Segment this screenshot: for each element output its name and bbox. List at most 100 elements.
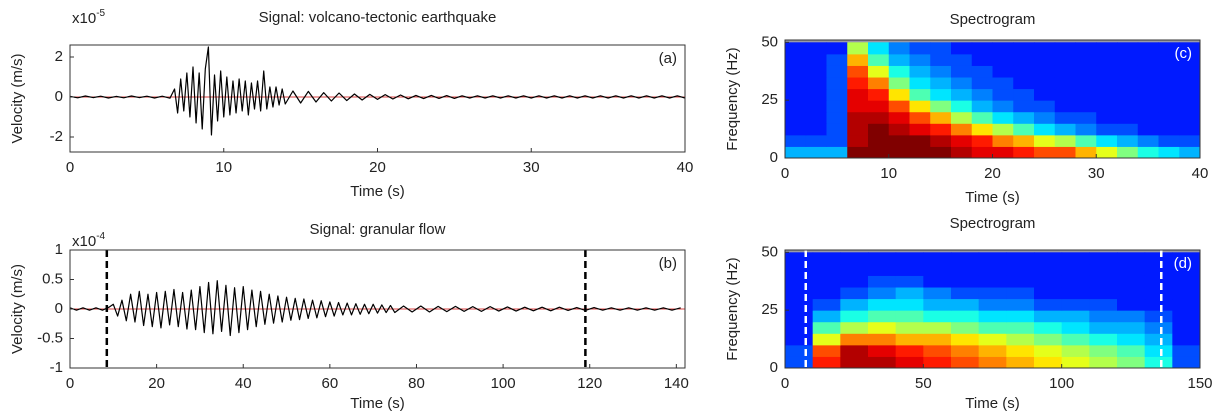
heatmap-cell <box>812 321 841 334</box>
y-tick-label: 0 <box>770 149 778 166</box>
heatmap-cell <box>971 134 993 147</box>
heatmap-cell <box>826 53 848 66</box>
heatmap-cell <box>812 333 841 346</box>
heatmap-cell <box>1179 88 1201 101</box>
heatmap-cell <box>785 134 807 147</box>
heatmap-cell <box>1061 263 1090 276</box>
heatmap-cell <box>1054 77 1076 90</box>
heatmap-cell <box>888 123 910 136</box>
heatmap-cell <box>1144 310 1173 323</box>
heatmap-cell <box>826 65 848 78</box>
heatmap-cell <box>1034 100 1056 113</box>
heatmap-cell <box>840 310 869 323</box>
heatmap-cell <box>1061 275 1090 288</box>
heatmap-cell <box>847 77 869 90</box>
heatmap-cell <box>1054 42 1076 55</box>
heatmap-cell <box>909 42 931 55</box>
heatmap-cell <box>978 344 1007 357</box>
heatmap-cell <box>1089 356 1118 369</box>
heatmap-cell <box>785 88 807 101</box>
heatmap-cell <box>868 321 897 334</box>
x-tick-label: 10 <box>880 165 897 182</box>
y-tick-label: -0.5 <box>37 329 63 346</box>
heatmap-cell <box>1075 77 1097 90</box>
heatmap-cell <box>840 252 869 265</box>
x-axis-label: Time (s) <box>965 189 1019 206</box>
heatmap-cell <box>785 252 814 265</box>
heatmap-cell <box>812 263 841 276</box>
heatmap-cell <box>1075 65 1097 78</box>
heatmap-cell <box>1061 344 1090 357</box>
heatmap-cell <box>1144 275 1173 288</box>
heatmap-cell <box>1006 356 1035 369</box>
panel-annotation: (c) <box>1175 45 1193 62</box>
heatmap-cell <box>1179 100 1201 113</box>
heatmap-cell <box>1034 42 1056 55</box>
panel: Signal: volcano-tectonic earthquake x10-5… <box>9 8 693 200</box>
heatmap-cell <box>812 310 841 323</box>
heatmap-cell <box>923 263 952 276</box>
multiplier-base: x10 <box>72 10 96 27</box>
heatmap-cell <box>951 252 980 265</box>
heatmap-cell <box>868 42 890 55</box>
heatmap-cell <box>1144 263 1173 276</box>
heatmap-cell <box>951 77 973 90</box>
heatmap-cell <box>805 65 827 78</box>
heatmap-cell <box>1096 53 1118 66</box>
heatmap-cell <box>1172 275 1201 288</box>
heatmap-cell <box>1054 134 1076 147</box>
heatmap-cell <box>895 252 924 265</box>
heatmap-cell <box>1096 77 1118 90</box>
heatmap-cell <box>1034 53 1056 66</box>
heatmap-cell <box>951 53 973 66</box>
x-tick-label: 120 <box>577 375 602 392</box>
x-tick-label: 50 <box>915 375 932 392</box>
heatmap-cell <box>1117 88 1139 101</box>
heatmap-cell <box>992 146 1014 159</box>
heatmap-cell <box>812 298 841 311</box>
y-tick-label: 0 <box>55 88 63 105</box>
heatmap-cell <box>1013 77 1035 90</box>
heatmap-cell <box>888 134 910 147</box>
heatmap-cell <box>951 100 973 113</box>
heatmap-cell <box>868 263 897 276</box>
heatmap-cell <box>1034 344 1063 357</box>
heatmap-cell <box>1089 333 1118 346</box>
x-tick-label: 0 <box>66 159 74 176</box>
heatmap-cell <box>1179 123 1201 136</box>
heatmap-cell <box>785 275 814 288</box>
heatmap-cell <box>1006 275 1035 288</box>
heatmap-cell <box>971 111 993 124</box>
x-tick-label: 60 <box>322 375 339 392</box>
heatmap-cell <box>1117 356 1146 369</box>
panel-title: Signal: granular flow <box>310 221 446 238</box>
heatmap-cell <box>785 146 807 159</box>
heatmap-cell <box>923 252 952 265</box>
heatmap-cell <box>1179 53 1201 66</box>
heatmap-cell <box>951 65 973 78</box>
heatmap-cell <box>1158 134 1180 147</box>
heatmap-cell <box>1117 77 1139 90</box>
heatmap-cell <box>888 111 910 124</box>
heatmap-cell <box>1158 146 1180 159</box>
heatmap-cell <box>1179 42 1201 55</box>
heatmap-cell <box>930 65 952 78</box>
heatmap-cell <box>1137 146 1159 159</box>
heatmap-cell <box>930 77 952 90</box>
heatmap-cell <box>1179 146 1201 159</box>
heatmap-cell <box>1075 111 1097 124</box>
heatmap-cell <box>847 65 869 78</box>
heatmap-cell <box>895 310 924 323</box>
y-tick-label: 0 <box>55 300 63 317</box>
heatmap-cell <box>1034 356 1063 369</box>
heatmap-cell <box>923 310 952 323</box>
heatmap-cell <box>868 77 890 90</box>
heatmap-cell <box>812 287 841 300</box>
x-tick-label: 20 <box>984 165 1001 182</box>
heatmap-cell <box>978 310 1007 323</box>
heatmap-cell <box>812 356 841 369</box>
heatmap-cell <box>785 298 814 311</box>
heatmap-cell <box>785 333 814 346</box>
heatmap-cell <box>826 123 848 136</box>
heatmap-cell <box>909 77 931 90</box>
